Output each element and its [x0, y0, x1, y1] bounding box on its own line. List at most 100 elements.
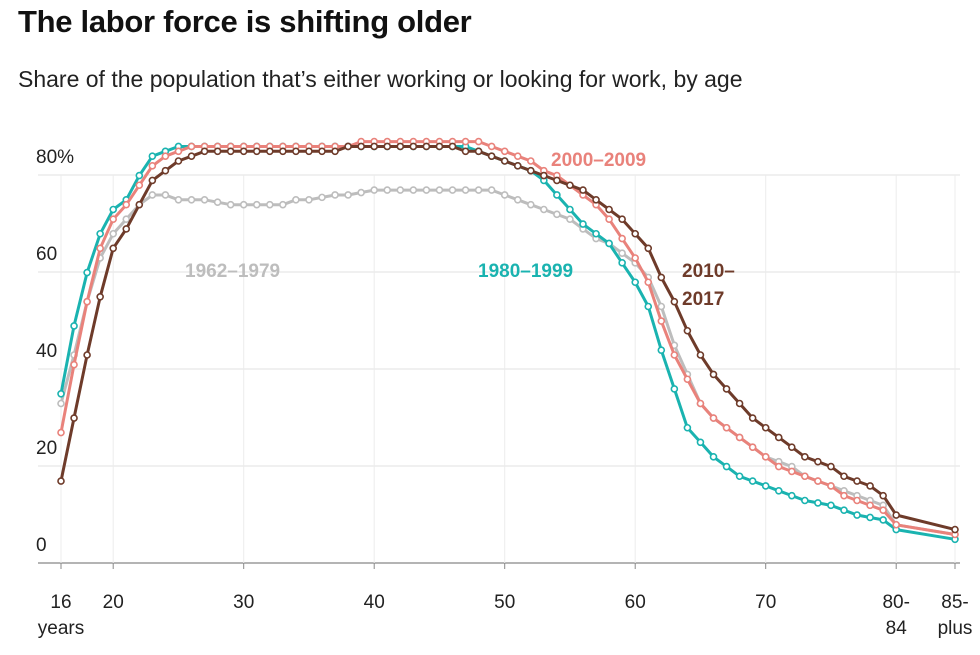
data-point — [814, 457, 822, 466]
data-point — [318, 147, 326, 156]
data-point — [331, 191, 339, 199]
data-point — [696, 399, 705, 408]
data-point — [213, 147, 222, 156]
data-point — [187, 196, 196, 204]
data-point — [109, 244, 117, 253]
data-point — [526, 200, 535, 209]
data-point — [540, 205, 548, 214]
data-point — [801, 472, 809, 481]
data-point — [292, 196, 300, 204]
data-point — [579, 220, 587, 228]
data-point — [83, 297, 91, 306]
y-tick-label: 80% — [36, 147, 74, 168]
data-point — [761, 423, 770, 432]
data-point — [670, 351, 679, 359]
x-tick-label: 30 — [233, 592, 254, 613]
x-tick-label: 40 — [364, 592, 385, 613]
data-point — [174, 157, 183, 165]
data-point — [618, 249, 626, 257]
x-tick-label: 70 — [755, 592, 776, 613]
data-point — [161, 191, 170, 199]
data-point — [513, 152, 522, 160]
data-point — [435, 186, 444, 194]
data-point — [226, 200, 235, 209]
data-point — [474, 137, 483, 146]
chart-subtitle: Share of the population that’s either wo… — [18, 66, 743, 92]
data-point — [109, 205, 117, 214]
data-point — [70, 360, 78, 369]
data-point — [709, 453, 718, 461]
data-point — [187, 152, 196, 160]
data-point — [422, 142, 431, 151]
data-point — [383, 142, 392, 151]
data-point — [83, 351, 91, 359]
data-point — [213, 198, 222, 207]
data-point — [722, 385, 731, 393]
data-point — [135, 181, 144, 190]
data-point — [787, 443, 796, 451]
data-point — [135, 171, 144, 180]
data-point — [540, 171, 548, 180]
data-point — [553, 210, 561, 219]
data-point — [748, 414, 757, 422]
data-point — [487, 142, 496, 151]
data-point — [83, 268, 91, 277]
series-label: 1962–1979 — [185, 261, 280, 282]
data-point — [605, 215, 613, 223]
data-point — [566, 205, 574, 214]
data-point — [448, 186, 457, 194]
series-line — [59, 145, 957, 532]
axes: 80% 60 40 20 0 16 years 20 30 40 50 60 70 80-84 85-plu… — [36, 147, 972, 639]
data-point — [814, 499, 822, 507]
data-point — [579, 186, 587, 194]
data-point — [748, 477, 757, 485]
data-point — [814, 477, 822, 485]
data-point — [96, 244, 104, 253]
data-point — [722, 462, 731, 471]
data-point — [174, 196, 183, 204]
data-point — [735, 399, 744, 408]
data-point — [827, 482, 835, 490]
data-point — [840, 506, 848, 515]
data-point — [57, 389, 65, 398]
data-point — [461, 147, 470, 156]
data-point — [951, 525, 959, 534]
data-point — [657, 273, 666, 282]
data-point — [657, 317, 666, 325]
data-point — [409, 186, 418, 194]
data-point — [526, 157, 535, 165]
data-point — [57, 399, 65, 408]
data-point — [200, 196, 209, 204]
data-point — [239, 200, 248, 209]
data-point — [657, 346, 666, 354]
data-point — [422, 186, 431, 194]
series-1962–1979 — [57, 186, 959, 539]
data-point — [787, 467, 796, 476]
data-point — [148, 152, 157, 160]
data-point — [513, 162, 522, 170]
data-point — [526, 166, 535, 175]
x-tick-label: 50 — [494, 592, 515, 613]
series-label: 2010– 2017 — [682, 261, 735, 310]
data-point — [487, 152, 496, 160]
y-tick-label: 20 — [36, 438, 57, 459]
data-point — [761, 453, 770, 461]
data-point — [279, 147, 287, 156]
data-point — [553, 176, 561, 185]
data-point — [279, 200, 287, 209]
series-2010–2017 — [57, 142, 959, 534]
x-tick-label: 20 — [103, 592, 124, 613]
data-point — [592, 229, 600, 238]
data-point — [644, 278, 653, 287]
data-point — [853, 511, 861, 519]
data-point — [370, 186, 379, 194]
series-labels: 1962–1979 1980–1999 2000–2009 2010– 2017 — [185, 150, 735, 310]
data-point — [500, 191, 509, 199]
data-point — [866, 513, 874, 522]
data-point — [109, 229, 117, 238]
data-point — [566, 215, 574, 223]
data-point — [331, 147, 339, 156]
data-point — [827, 501, 835, 510]
y-tick-label: 40 — [36, 341, 57, 362]
data-point — [292, 147, 300, 156]
